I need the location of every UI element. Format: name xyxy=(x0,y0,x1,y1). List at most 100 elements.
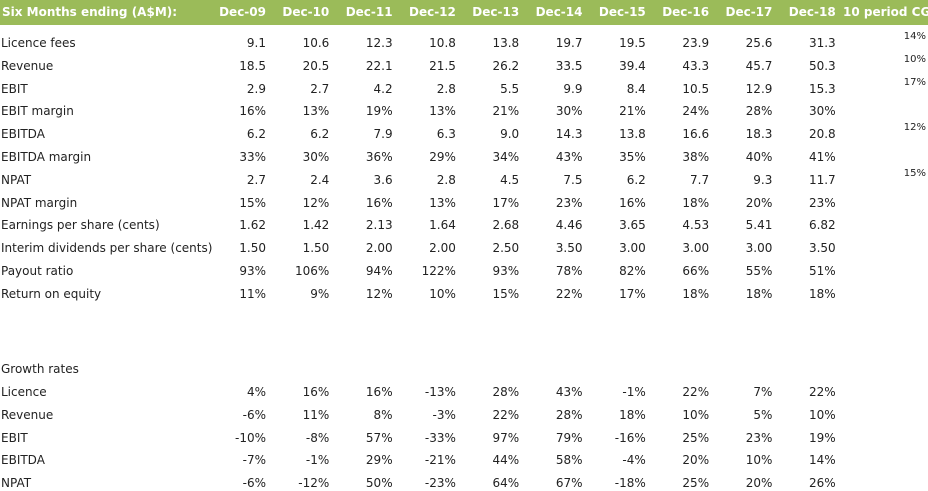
cell: 30% xyxy=(555,104,583,119)
cell: 15% xyxy=(492,286,520,301)
cell: 10% xyxy=(429,286,456,301)
cell: 3.65 xyxy=(619,218,646,233)
cell: 22% xyxy=(492,407,520,422)
cell: 2.50 xyxy=(492,241,520,256)
row-label: NPAT xyxy=(1,476,32,491)
cell: 18% xyxy=(682,195,710,210)
cell: 6.82 xyxy=(808,218,836,233)
column-header: Dec-17 xyxy=(725,5,773,19)
cell: 1.62 xyxy=(239,218,266,233)
cell: 50% xyxy=(365,476,393,491)
cell: 12.3 xyxy=(365,36,393,50)
cell: 13% xyxy=(429,104,456,119)
cell: 8.4 xyxy=(626,81,646,96)
cell: 18.5 xyxy=(239,58,266,73)
cell: 2.68 xyxy=(492,218,520,233)
row-label: Revenue xyxy=(1,58,54,73)
column-header: Dec-16 xyxy=(662,5,710,19)
cell: 19% xyxy=(365,104,393,119)
cell: 3.00 xyxy=(682,241,710,256)
cell: 22% xyxy=(809,385,836,399)
row-label: Licence fees xyxy=(1,36,76,50)
cell: 10.8 xyxy=(429,36,456,50)
cell: 15% xyxy=(239,195,266,210)
row-label: EBITDA margin xyxy=(1,150,92,164)
cell: 20% xyxy=(682,453,710,468)
cell: 10% xyxy=(682,407,710,422)
cell: 97% xyxy=(492,430,520,445)
cell: 20% xyxy=(745,195,773,210)
cell: 33% xyxy=(239,150,266,164)
cell: 3.50 xyxy=(808,241,836,256)
cell: 23% xyxy=(809,195,836,210)
cell: 18% xyxy=(809,286,836,301)
row-label: Payout ratio xyxy=(1,264,74,278)
cell: 6.3 xyxy=(436,127,456,142)
cell: 3.00 xyxy=(619,241,646,256)
cell: -18% xyxy=(614,476,646,491)
row-label: EBIT margin xyxy=(1,104,74,119)
row-label: NPAT margin xyxy=(1,195,78,210)
cell: 4.46 xyxy=(555,218,583,233)
cell: 12.9 xyxy=(745,81,773,96)
cell: 7.5 xyxy=(563,172,583,187)
cell: 16% xyxy=(619,195,646,210)
cell: 43.3 xyxy=(682,58,710,73)
cell: 6.2 xyxy=(246,127,266,142)
cell: 33.5 xyxy=(555,58,583,73)
row-label: EBIT xyxy=(1,430,28,445)
cgr-cell: 10% xyxy=(903,53,926,65)
cell: 19% xyxy=(809,430,836,445)
cell: 93% xyxy=(492,264,520,278)
cell: 28% xyxy=(492,385,520,399)
cell: 16% xyxy=(239,104,266,119)
column-header: Dec-09 xyxy=(219,5,266,19)
cell: -1% xyxy=(622,385,646,399)
cell: 13.8 xyxy=(492,36,520,50)
cell: 4.5 xyxy=(500,172,520,187)
cell: 9.3 xyxy=(753,172,773,187)
cell: 2.13 xyxy=(365,218,393,233)
cell: -1% xyxy=(305,453,330,468)
row-label: EBIT xyxy=(1,81,28,96)
column-header: Dec-12 xyxy=(408,5,456,19)
cell: 20.8 xyxy=(808,127,836,142)
cell: -3% xyxy=(432,407,456,422)
cell: 2.9 xyxy=(246,81,266,96)
cell: 11% xyxy=(239,286,266,301)
cell: 7.9 xyxy=(373,127,393,142)
cell: 23% xyxy=(745,430,773,445)
cell: 2.7 xyxy=(246,172,266,187)
cell: 44% xyxy=(492,453,520,468)
row-label: Revenue xyxy=(1,407,54,422)
cell: 23% xyxy=(555,195,583,210)
cell: 7% xyxy=(753,385,773,399)
cell: 9.1 xyxy=(246,36,266,50)
cell: 3.00 xyxy=(745,241,773,256)
cell: 106% xyxy=(294,264,330,278)
cell: 41% xyxy=(809,150,836,164)
cell: 25% xyxy=(682,430,710,445)
column-header: Dec-18 xyxy=(788,5,836,19)
cell: 31.3 xyxy=(808,36,836,50)
cell: 3.50 xyxy=(555,241,583,256)
cell: 4% xyxy=(246,385,266,399)
cell: 16% xyxy=(365,385,393,399)
cell: 55% xyxy=(745,264,773,278)
cell: 5.5 xyxy=(500,81,520,96)
cell: 29% xyxy=(365,453,393,468)
cell: 7.7 xyxy=(690,172,710,187)
cgr-cell: 15% xyxy=(903,167,926,179)
cell: 5% xyxy=(753,407,773,422)
cell: 82% xyxy=(619,264,646,278)
row-label: Earnings per share (cents) xyxy=(1,218,160,233)
header-title: Six Months ending (A$M): xyxy=(2,5,178,19)
cell: 21% xyxy=(492,104,520,119)
cell: 18% xyxy=(745,286,773,301)
cell: 11% xyxy=(302,407,330,422)
cell: 17% xyxy=(619,286,646,301)
cell: 16.6 xyxy=(682,127,710,142)
cell: 13% xyxy=(302,104,330,119)
cell: 18% xyxy=(619,407,646,422)
